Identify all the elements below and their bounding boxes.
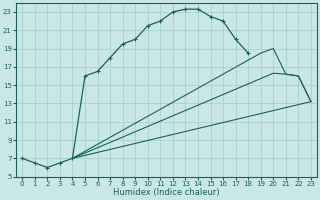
- X-axis label: Humidex (Indice chaleur): Humidex (Indice chaleur): [113, 188, 220, 197]
